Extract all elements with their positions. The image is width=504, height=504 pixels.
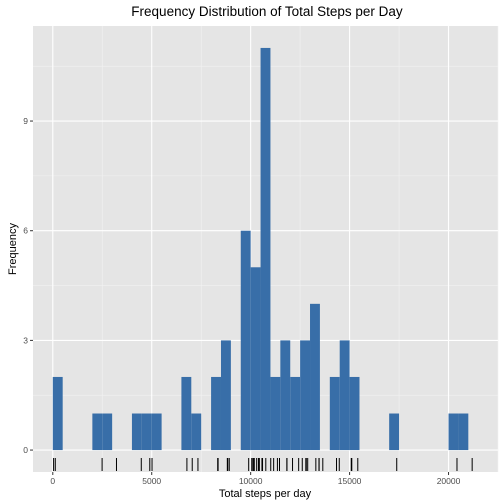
x-axis: 0 5000 10000 15000 20000 xyxy=(50,472,461,486)
x-tick-label: 5000 xyxy=(142,476,161,486)
rug-marks xyxy=(53,458,473,471)
histogram-bar xyxy=(240,230,251,451)
histogram-bar xyxy=(290,376,301,451)
x-tick-label: 15000 xyxy=(338,476,362,486)
x-tick-label: 20000 xyxy=(437,476,461,486)
x-tick-label: 10000 xyxy=(239,476,263,486)
histogram-bars xyxy=(52,47,469,451)
histogram-bar xyxy=(458,413,469,451)
y-tick-label: 3 xyxy=(23,335,28,345)
histogram-bar xyxy=(250,267,261,451)
y-tick-label: 0 xyxy=(23,445,28,455)
histogram-bar xyxy=(191,413,202,451)
histogram-bar xyxy=(300,340,311,451)
chart-title: Frequency Distribution of Total Steps pe… xyxy=(131,4,403,19)
histogram-bar xyxy=(260,47,271,451)
histogram-bar xyxy=(92,413,103,451)
y-axis-label: Frequency xyxy=(7,223,19,275)
histogram-bar xyxy=(151,413,162,451)
histogram-bar xyxy=(339,340,350,451)
histogram-bar xyxy=(102,413,113,451)
histogram-bar xyxy=(389,413,400,451)
histogram-bar xyxy=(310,303,320,451)
histogram-bar xyxy=(270,376,281,451)
histogram-bar xyxy=(220,340,231,451)
histogram-bar xyxy=(448,413,459,451)
x-tick-label: 0 xyxy=(50,476,55,486)
y-axis: 0 3 6 9 xyxy=(23,116,33,455)
histogram-bar xyxy=(349,376,360,451)
histogram-bar xyxy=(52,376,63,451)
x-axis-label: Total steps per day xyxy=(219,488,312,500)
histogram-bar xyxy=(131,413,142,451)
y-tick-label: 6 xyxy=(23,226,28,236)
histogram-bar xyxy=(329,376,340,451)
histogram-bar xyxy=(280,340,291,451)
histogram-bar xyxy=(141,413,152,451)
histogram-bar xyxy=(181,376,192,451)
histogram-bar xyxy=(211,376,221,451)
y-tick-label: 9 xyxy=(23,116,28,126)
